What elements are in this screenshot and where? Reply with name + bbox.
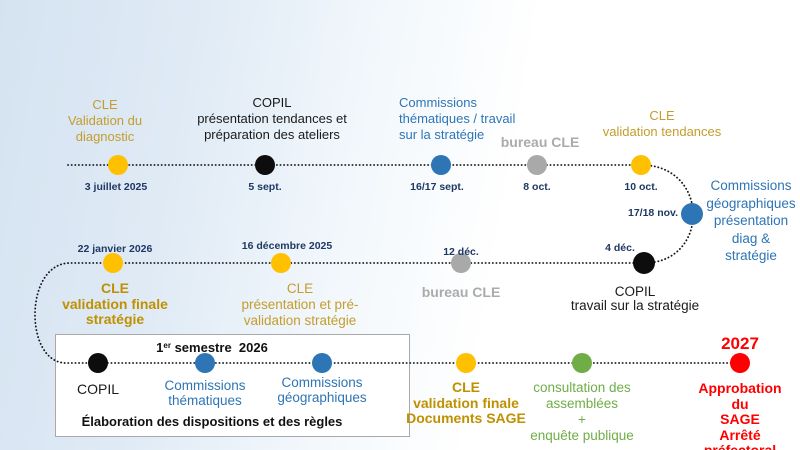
elaboration-footer: Élaboration des dispositions et des règl… xyxy=(81,414,343,429)
date-copil-ateliers: 5 sept. xyxy=(248,181,282,193)
date-copil-strategie: 4 déc. xyxy=(605,242,635,254)
label-approbation: Approbation du SAGE Arrêté préfectoral xyxy=(698,380,782,450)
label-bureau-cle-dec: bureau CLE xyxy=(421,284,501,300)
date-bureau-cle-oct: 8 oct. xyxy=(523,181,551,193)
milestone-dot-consultation xyxy=(572,353,592,373)
label-copil-2026: COPIL xyxy=(76,381,120,397)
milestone-dot-copil-strategie xyxy=(633,252,655,274)
milestone-dot-cle-prevalidation xyxy=(271,253,291,273)
label-cle-tendances: CLE validation tendances xyxy=(602,108,722,139)
date-cle-validation-strategie: 22 janvier 2026 xyxy=(77,243,153,255)
label-comm-thematiques: Commissions thématiques / travail sur la… xyxy=(399,95,516,142)
date-cle-tendances: 10 oct. xyxy=(624,181,658,193)
semestre-heading-sup: er xyxy=(163,341,171,350)
label-cle-diagnostic: CLE Validation du diagnostic xyxy=(67,97,143,144)
milestone-dot-copil-ateliers xyxy=(255,155,275,175)
semestre-heading-rest: semestre 2026 xyxy=(170,340,268,355)
milestone-dot-cle-documents-sage xyxy=(456,353,476,373)
milestone-dot-comm-geographiques xyxy=(681,203,703,225)
date-comm-geographiques: 17/18 nov. xyxy=(628,207,678,219)
label-consultation: consultation des assemblées + enquête pu… xyxy=(530,380,634,443)
milestone-dot-approbation xyxy=(730,353,750,373)
date-cle-diagnostic: 3 juillet 2025 xyxy=(84,181,148,193)
date-bureau-cle-dec: 12 déc. xyxy=(443,246,479,258)
date-cle-prevalidation: 16 décembre 2025 xyxy=(241,240,333,252)
label-cle-prevalidation: CLE présentation et pré- validation stra… xyxy=(241,281,359,328)
label-copil-strategie: COPIL travail sur la stratégie xyxy=(570,284,700,313)
milestone-dot-cle-validation-strategie xyxy=(103,253,123,273)
milestone-dot-cle-diagnostic xyxy=(108,155,128,175)
milestone-dot-cle-tendances xyxy=(631,155,651,175)
label-copil-ateliers: COPIL présentation tendances et préparat… xyxy=(197,95,347,142)
milestone-dot-comm-thematiques xyxy=(431,155,451,175)
label-comm-thematiques-2026: Commissions thématiques xyxy=(164,378,246,408)
label-cle-documents-sage: CLE validation finale Documents SAGE xyxy=(406,379,526,426)
semestre-2026-heading: 1er semestre 2026 xyxy=(156,340,268,355)
year-2027: 2027 xyxy=(721,334,759,353)
date-comm-thematiques: 16/17 sept. xyxy=(410,181,464,193)
label-cle-validation-strategie: CLE validation finale stratégie xyxy=(62,280,168,327)
label-comm-geographiques: Commissions géographiques présentation d… xyxy=(706,178,796,263)
milestone-dot-bureau-cle-oct xyxy=(527,155,547,175)
label-bureau-cle-oct: bureau CLE xyxy=(500,134,580,150)
label-comm-geographiques-2026: Commissions géographiques xyxy=(277,375,367,405)
